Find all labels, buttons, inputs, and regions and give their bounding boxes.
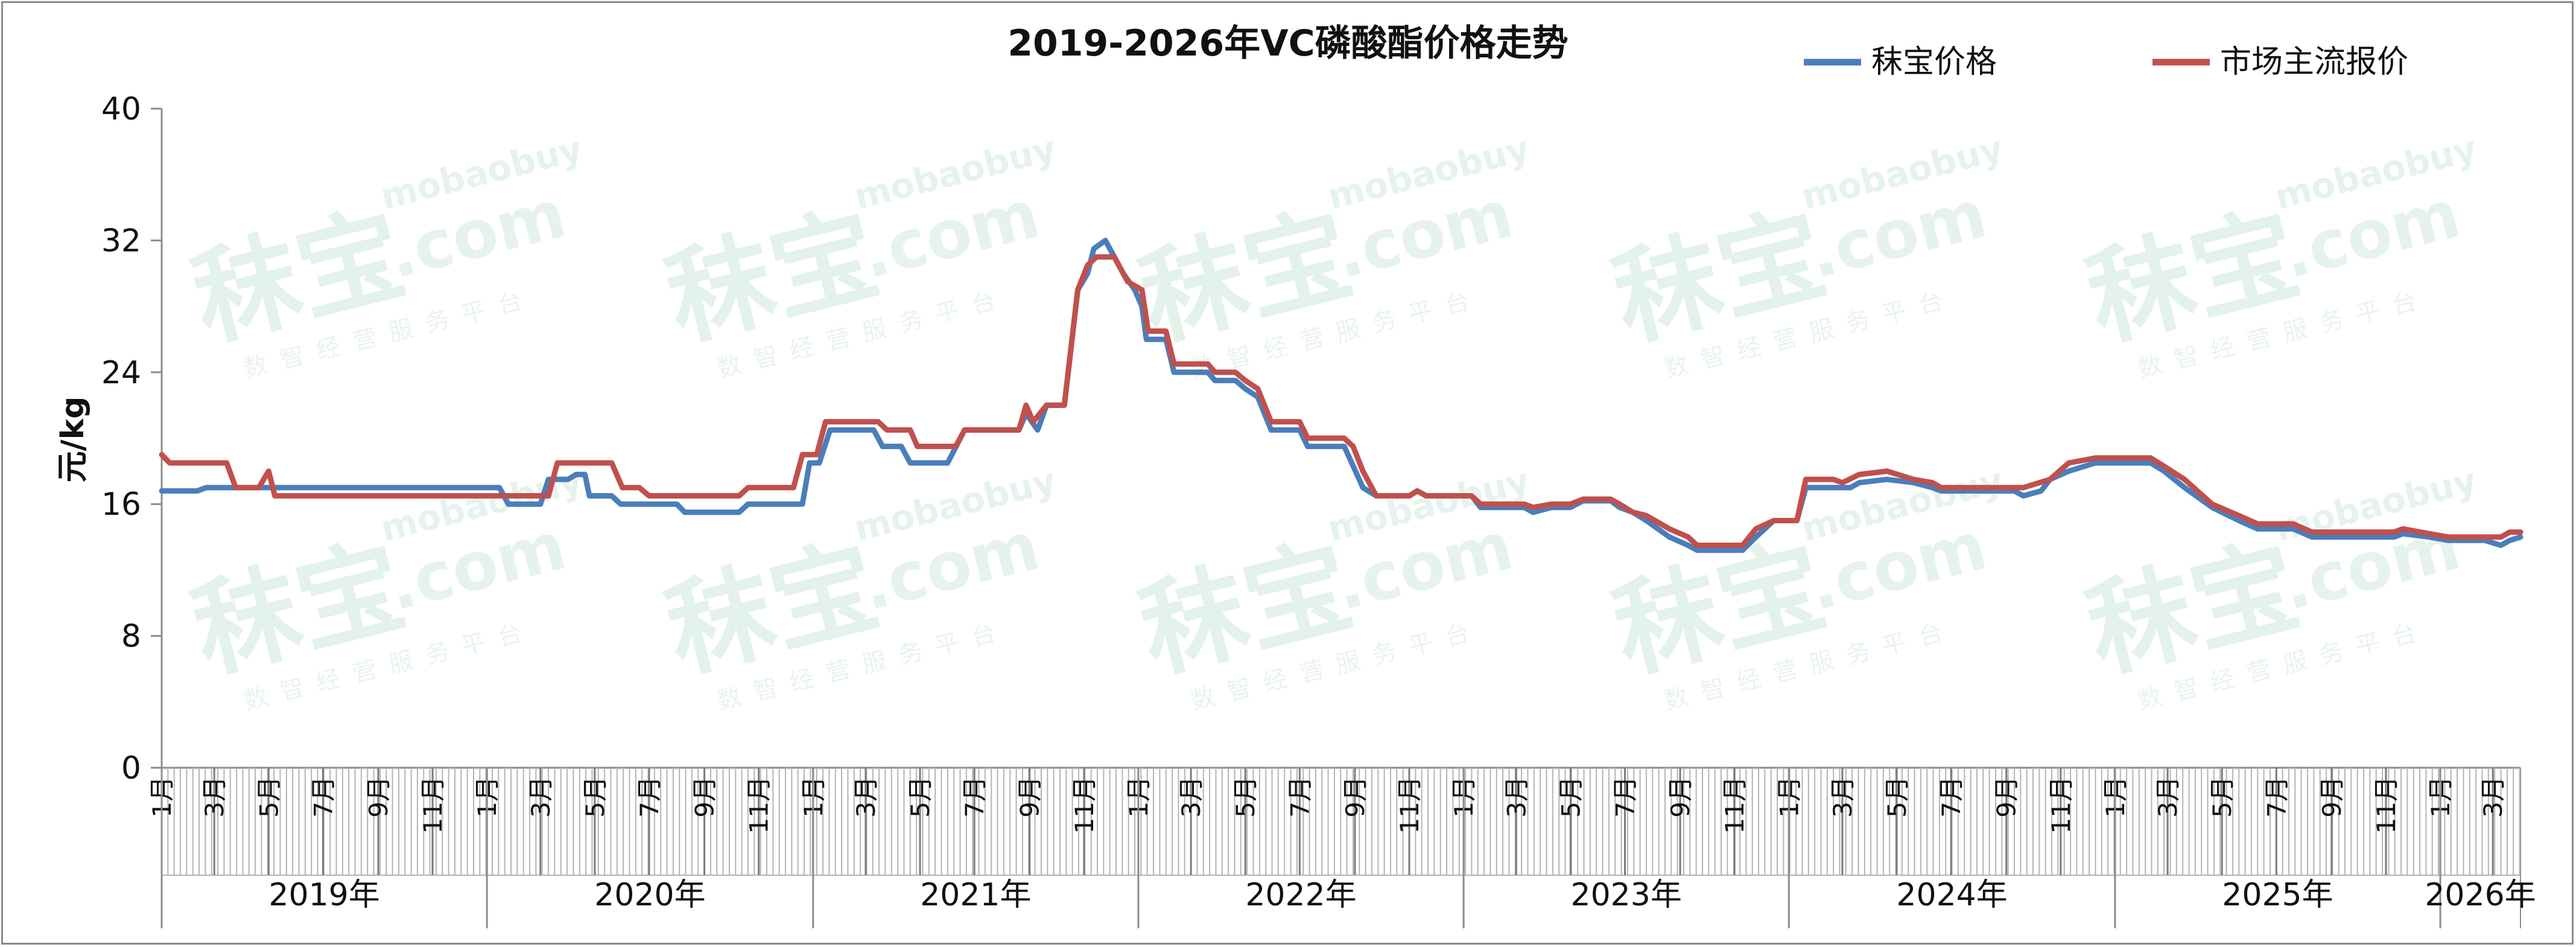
series-layer — [159, 237, 2524, 553]
x-month-label: 7月 — [1610, 776, 1640, 818]
x-month-label: 7月 — [635, 776, 664, 818]
x-year-label: 2026年 — [2425, 877, 2536, 913]
x-month-label: 3月 — [200, 776, 229, 818]
y-tick-label: 16 — [101, 486, 141, 523]
legend-label: 市场主流报价 — [2220, 44, 2408, 80]
x-year-label: 2019年 — [268, 877, 379, 913]
x-month-label: 5月 — [254, 776, 284, 818]
x-year-label: 2020年 — [594, 877, 705, 913]
y-axis: 0 8 16 24 32 40 — [101, 91, 163, 786]
x-month-label: 3月 — [2478, 776, 2508, 818]
x-month-label: 7月 — [960, 776, 989, 818]
x-month-label: 3月 — [1176, 776, 1206, 818]
x-month-label: 5月 — [906, 776, 935, 818]
y-tick-label: 32 — [101, 223, 141, 259]
x-month-label: 9月 — [1666, 776, 1695, 818]
x-month-label: 9月 — [1015, 776, 1045, 818]
x-month-label: 3月 — [2153, 776, 2183, 818]
x-month-label: 3月 — [851, 776, 881, 818]
x-month-label: 11月 — [2371, 776, 2401, 834]
x-month-label: 5月 — [1882, 776, 1912, 818]
x-month-label: 5月 — [1556, 776, 1585, 818]
x-month-label: 3月 — [526, 776, 556, 818]
y-tick-label: 40 — [101, 91, 141, 127]
x-month-label: 9月 — [690, 776, 720, 818]
legend-label: 秣宝价格 — [1871, 44, 1997, 80]
x-month-label: 3月 — [1828, 776, 1857, 818]
x-year-label: 2025年 — [2222, 877, 2333, 913]
x-month-label: 9月 — [1340, 776, 1370, 818]
y-tick-label: 24 — [101, 355, 141, 391]
series-line-market — [159, 254, 2524, 548]
x-axis: 1月 3月 5月 7月 9月 11月 1月 3月 5月 7月 9月 11月 1月 3月 5月 7月 9月 11月 1… — [147, 767, 2536, 928]
x-month-label: 7月 — [1937, 776, 1966, 818]
x-month-label: 11月 — [1720, 776, 1750, 834]
chart-title: 2019-2026年VC磷酸酯价格走势 — [1007, 22, 1568, 65]
series-line-mobao — [159, 237, 2524, 553]
x-month-label: 11月 — [744, 776, 774, 834]
x-month-label: 7月 — [1285, 776, 1315, 818]
x-month-label: 9月 — [1992, 776, 2022, 818]
x-month-label: 11月 — [418, 776, 448, 834]
x-month-label: 5月 — [1231, 776, 1260, 818]
x-month-label: 5月 — [2207, 776, 2237, 818]
y-axis-label: 元/kg — [55, 397, 91, 483]
legend: 秣宝价格 市场主流报价 — [1804, 44, 2408, 80]
x-month-label: 5月 — [580, 776, 610, 818]
x-month-label: 11月 — [1070, 776, 1099, 834]
x-month-label: 11月 — [1395, 776, 1424, 834]
x-year-label: 2024年 — [1896, 877, 2007, 913]
x-year-label: 2021年 — [920, 877, 1031, 913]
y-tick-label: 0 — [121, 750, 141, 786]
x-year-label: 2023年 — [1571, 877, 1682, 913]
x-year-label: 2022年 — [1245, 877, 1356, 913]
x-month-label: 3月 — [1502, 776, 1531, 818]
x-month-label: 7月 — [2262, 776, 2291, 818]
y-tick-label: 8 — [121, 619, 141, 655]
x-month-label: 11月 — [2046, 776, 2076, 834]
x-month-label: 9月 — [364, 776, 393, 818]
x-month-label: 9月 — [2317, 776, 2347, 818]
x-month-label: 7月 — [308, 776, 338, 818]
